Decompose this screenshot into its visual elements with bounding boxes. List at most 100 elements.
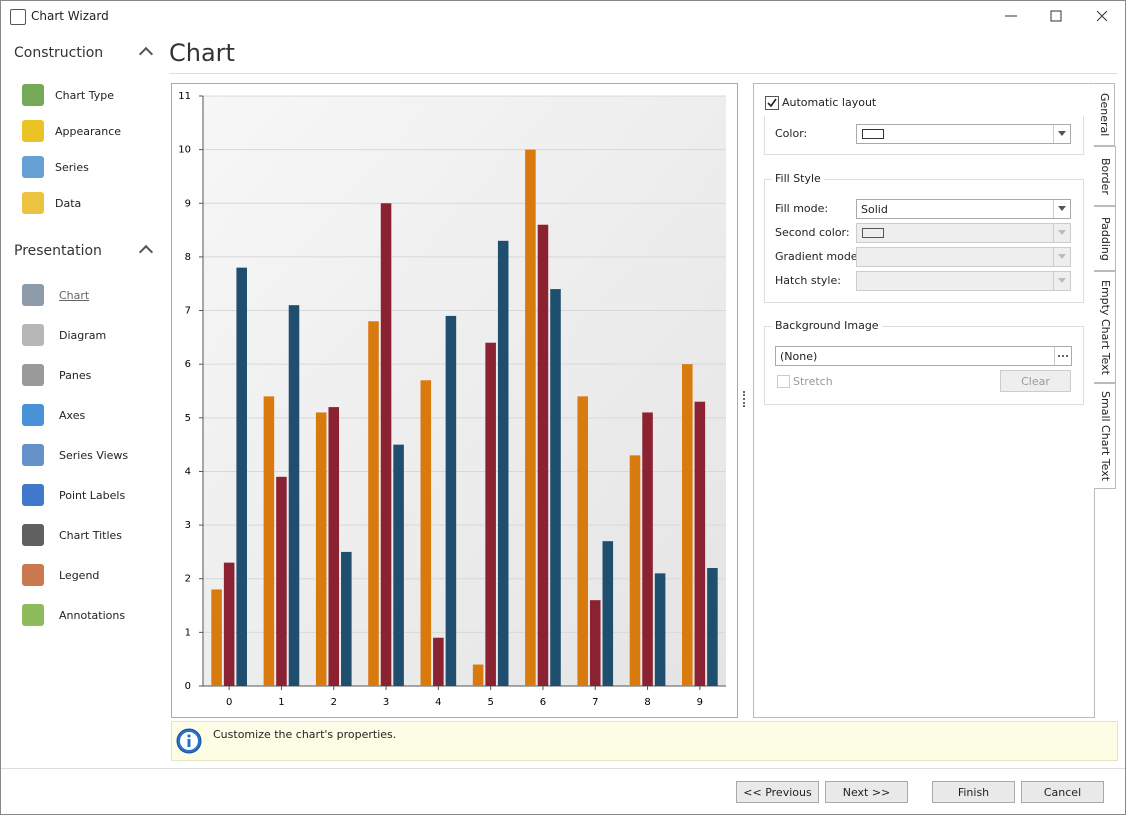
wizard-button[interactable]: Next >> (825, 781, 908, 803)
nav-item[interactable]: Legend (59, 569, 100, 582)
nav-item[interactable]: Chart Type (55, 89, 114, 102)
color-combo[interactable] (856, 124, 1071, 144)
background-image-field[interactable]: (None) (775, 346, 1072, 366)
tab[interactable]: Small Chart Text (1094, 383, 1116, 489)
y-tick-label: 4 (185, 466, 191, 477)
nav-icon (22, 156, 44, 178)
bar (497, 240, 509, 686)
wizard-button[interactable]: Finish (932, 781, 1015, 803)
nav-icon (22, 404, 44, 426)
tab[interactable]: Padding (1094, 206, 1116, 271)
gradient-mode-combo (856, 247, 1071, 267)
x-tick-label: 3 (383, 697, 389, 708)
bar (393, 444, 404, 686)
bar (341, 551, 352, 686)
nav-item[interactable]: Axes (59, 409, 86, 422)
group-title: Fill Style (772, 172, 824, 185)
nav-item[interactable]: Data (55, 197, 82, 210)
window-controls[interactable] (1001, 1, 1125, 31)
bar (445, 315, 457, 686)
checkbox-label: Automatic layout (782, 96, 877, 109)
y-tick-label: 7 (185, 306, 191, 317)
separator (169, 73, 1117, 74)
bar (707, 568, 718, 686)
nav-icon (22, 84, 44, 106)
bar (263, 396, 275, 686)
nav-icon (22, 120, 44, 142)
bar (537, 224, 549, 686)
nav-item[interactable]: Diagram (59, 329, 107, 342)
x-tick-label: 4 (435, 697, 441, 708)
nav-item[interactable]: Series (55, 161, 89, 174)
tab[interactable]: General (1093, 83, 1115, 146)
y-tick-label: 6 (185, 359, 191, 370)
tab[interactable]: Empty Chart Text (1094, 271, 1116, 383)
chart: 0 1 2 3 4 5 6 7 8 9 10 11 0 1 2 3 4 5 6 7 8 9 (171, 83, 738, 718)
nav-icon (22, 364, 44, 386)
collapse-button[interactable] (138, 244, 154, 260)
nav-item[interactable]: Point Labels (59, 489, 126, 502)
y-tick-label: 8 (185, 252, 191, 263)
bar (368, 321, 379, 686)
bar (315, 412, 327, 686)
browse-button[interactable] (1054, 347, 1071, 365)
app-icon (10, 9, 26, 25)
nav-section: Presentation (14, 243, 102, 259)
wizard-button[interactable]: << Previous (736, 781, 819, 803)
nav-item[interactable]: Chart (59, 289, 90, 302)
y-tick-label: 0 (185, 681, 191, 692)
collapse-button[interactable] (138, 46, 154, 62)
checkbox (777, 375, 790, 388)
bar (288, 305, 300, 686)
bar (433, 637, 444, 686)
bar (550, 289, 561, 686)
bar (682, 364, 693, 686)
fill-mode-combo[interactable]: Solid (856, 199, 1071, 219)
y-tick-label: 5 (185, 413, 191, 424)
nav-icon (22, 484, 44, 506)
hint-text: Customize the chart's properties. (213, 728, 397, 741)
x-tick-label: 7 (592, 697, 598, 708)
x-tick-label: 5 (487, 697, 493, 708)
splitter[interactable] (743, 391, 747, 407)
bar (485, 342, 496, 686)
nav-item[interactable]: Chart Titles (59, 529, 123, 542)
checkbox[interactable] (765, 96, 779, 110)
y-tick-label: 1 (185, 627, 191, 638)
field-label: Hatch style: (775, 274, 841, 287)
nav-icon (22, 324, 44, 346)
nav-item[interactable]: Annotations (59, 609, 126, 622)
x-tick-label: 9 (697, 697, 703, 708)
nav-icon (22, 192, 44, 214)
maximize[interactable] (1050, 10, 1062, 22)
tab[interactable]: Border (1094, 146, 1116, 206)
group (764, 116, 1084, 155)
bar (328, 407, 340, 686)
nav-item[interactable]: Panes (59, 369, 92, 382)
y-tick-label: 9 (185, 198, 191, 209)
close[interactable] (1096, 10, 1108, 22)
bar (380, 203, 392, 686)
info-icon (176, 728, 202, 754)
bar (236, 267, 247, 686)
second-color-combo (856, 223, 1071, 243)
bar (589, 600, 601, 686)
window-title: Chart Wizard (31, 9, 109, 23)
nav-item[interactable]: Appearance (55, 125, 122, 138)
bar (694, 401, 706, 686)
combo-value: Solid (861, 203, 888, 216)
bar (629, 455, 641, 686)
wizard-button[interactable]: Cancel (1021, 781, 1104, 803)
nav-icon (22, 564, 44, 586)
y-tick-label: 10 (178, 145, 191, 156)
bar (642, 412, 653, 686)
fill-style-group (764, 179, 1084, 303)
x-tick-label: 8 (644, 697, 650, 708)
bar (472, 664, 484, 686)
field-value: (None) (780, 350, 818, 363)
nav-item[interactable]: Series Views (59, 449, 129, 462)
bar (276, 476, 287, 686)
field-label: Second color: (775, 226, 850, 239)
clear-button: Clear (1000, 370, 1071, 392)
x-tick-label: 6 (540, 697, 546, 708)
